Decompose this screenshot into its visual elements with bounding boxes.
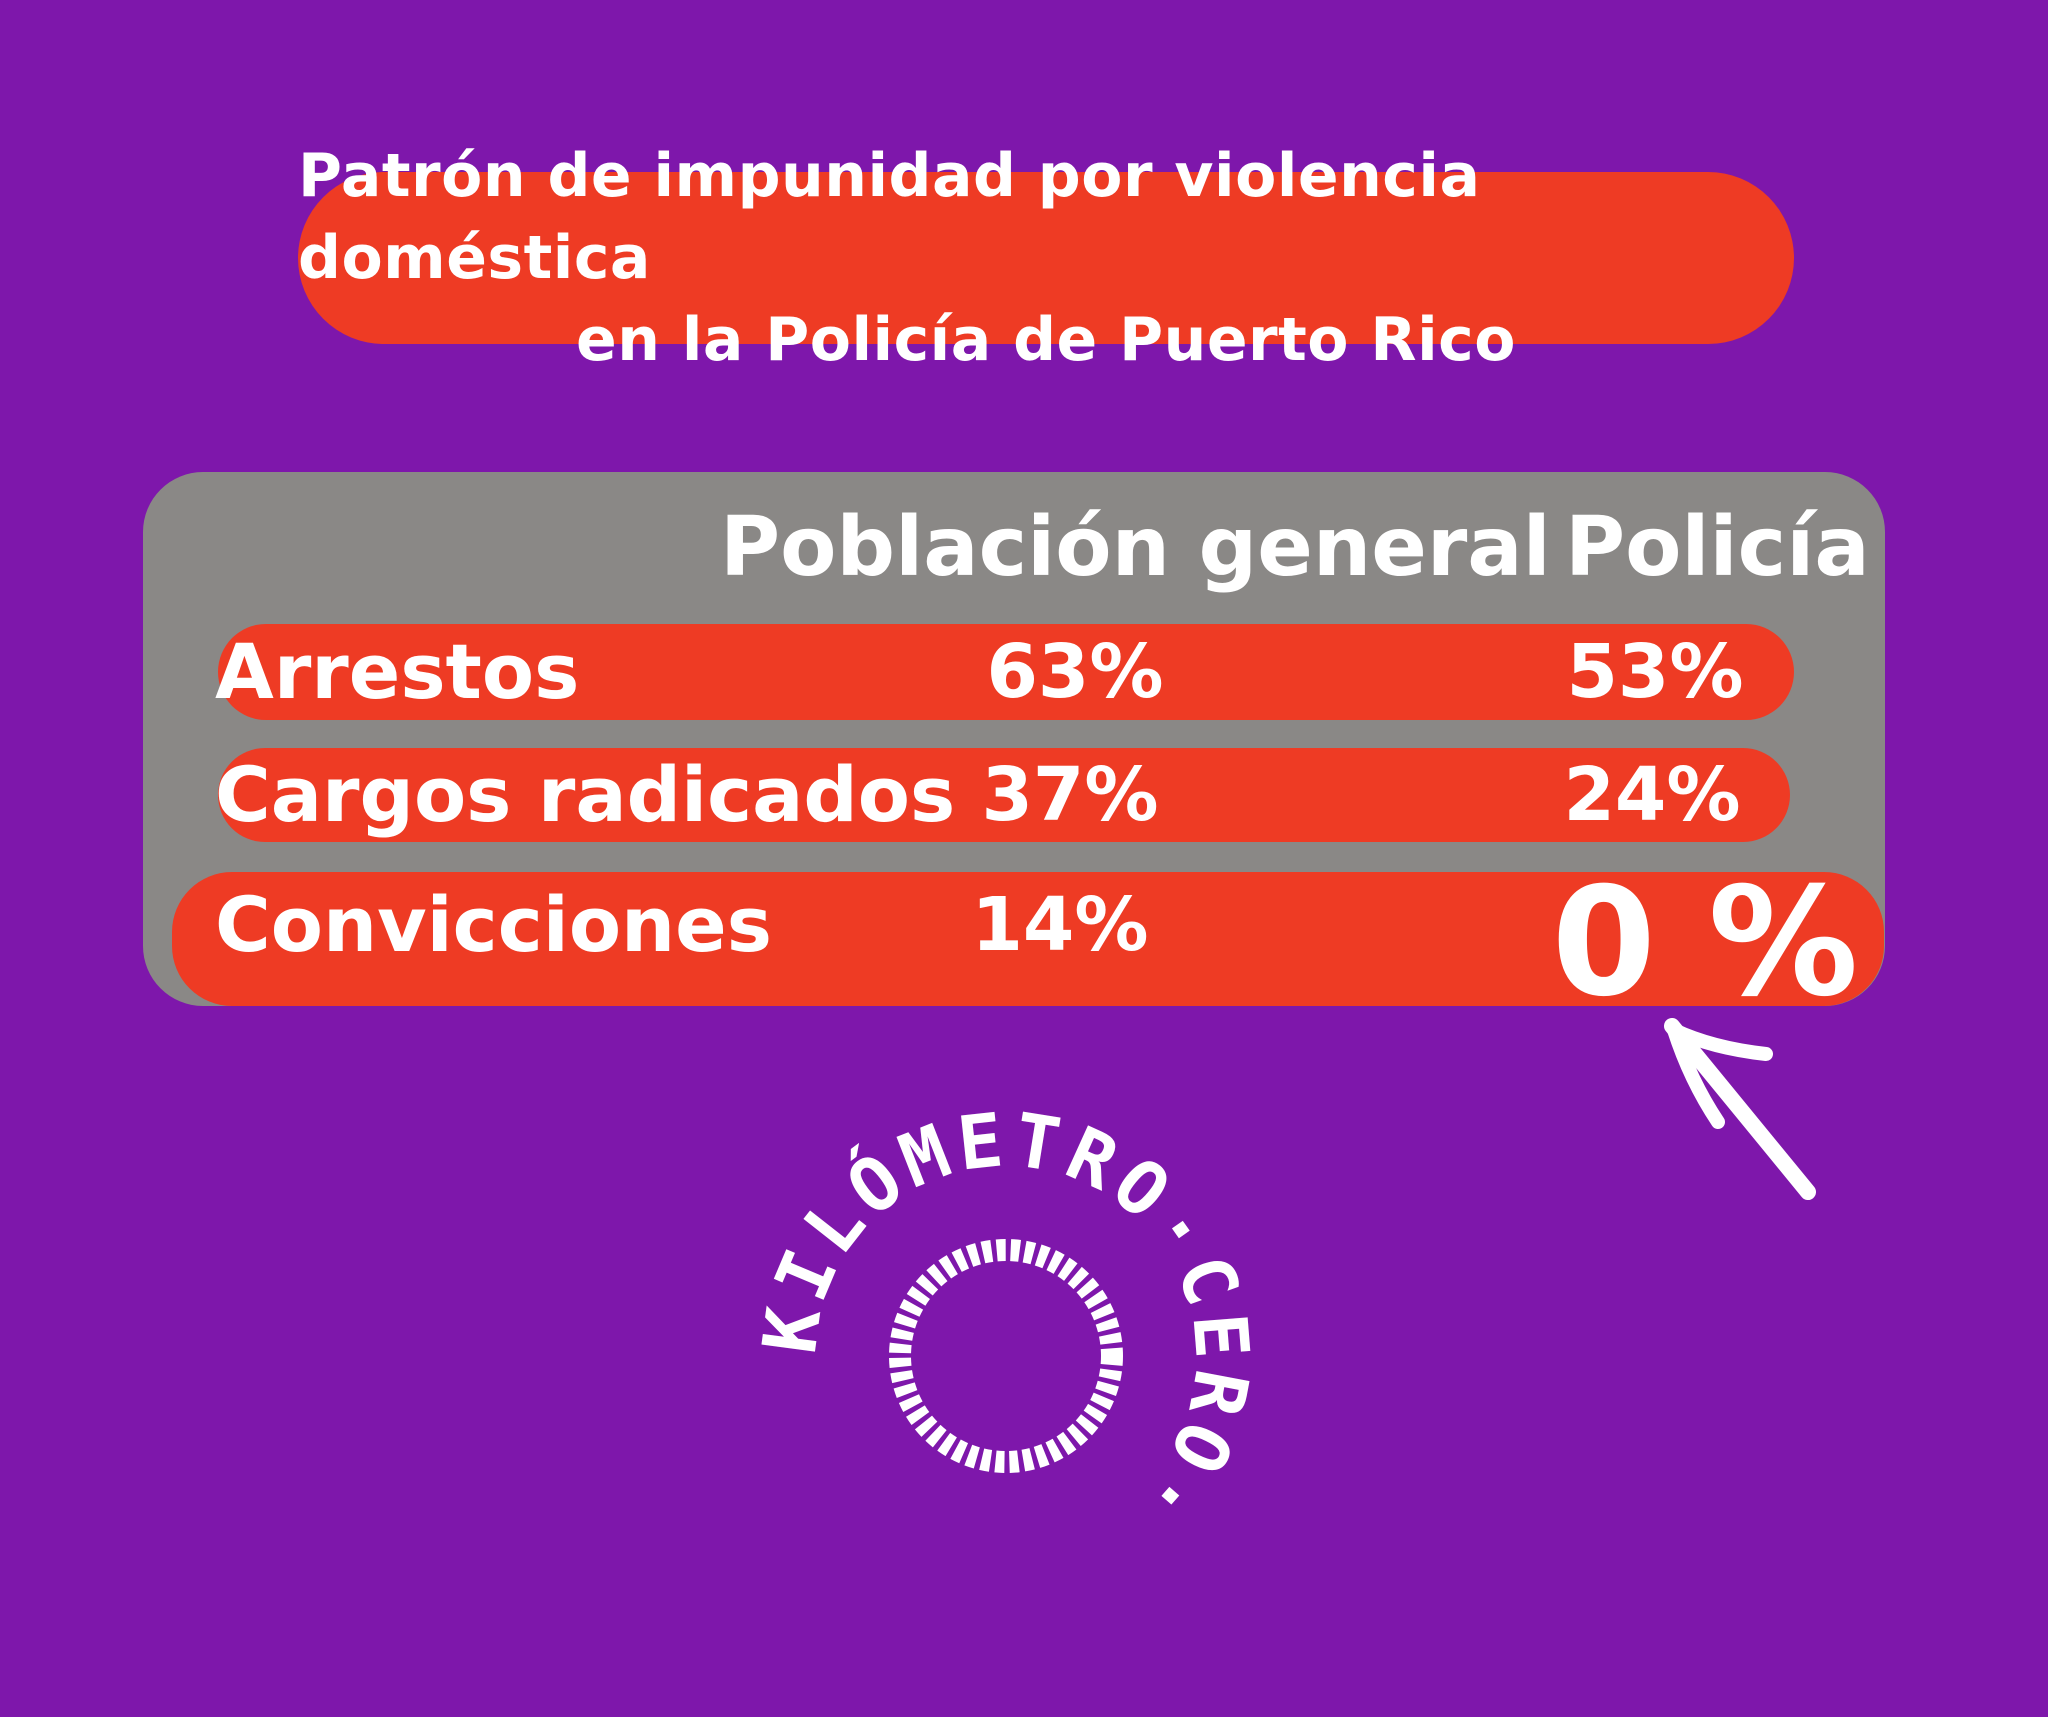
column-header-general: Población general: [720, 500, 1551, 595]
title-line-2: en la Policía de Puerto Rico: [576, 305, 1516, 375]
value-cargos-general: 37%: [981, 752, 1159, 838]
value-arrestos-policia: 53%: [1566, 629, 1744, 715]
value-cargos-policia: 24%: [1563, 752, 1741, 838]
row-bar-arrestos: [218, 624, 1794, 720]
svg-text:KILÓMETRO·CERO·: KILÓMETRO·CERO·: [747, 1097, 1265, 1545]
row-bar-cargos: [218, 748, 1790, 842]
value-convicciones-policia: 0 %: [1551, 856, 1859, 1030]
title-line-1: Patrón de impunidad por violencia domést…: [298, 141, 1481, 293]
row-bar-convicciones: [172, 872, 1884, 1006]
row-label-convicciones: Convicciones: [215, 880, 772, 969]
column-header-policia: Policía: [1565, 500, 1870, 595]
hand-drawn-arrow-icon: [1664, 1018, 1816, 1200]
value-convicciones-general: 14%: [971, 882, 1149, 968]
row-label-cargos: Cargos radicados: [215, 750, 956, 839]
title-banner: Patrón de impunidad por violencia domést…: [298, 141, 1794, 375]
kilometro-cero-logo: KILÓMETRO·CERO·: [747, 1097, 1265, 1545]
value-arrestos-general: 63%: [986, 629, 1164, 715]
row-label-arrestos: Arrestos: [215, 627, 580, 716]
logo-text: KILÓMETRO·CERO·: [747, 1097, 1259, 1545]
